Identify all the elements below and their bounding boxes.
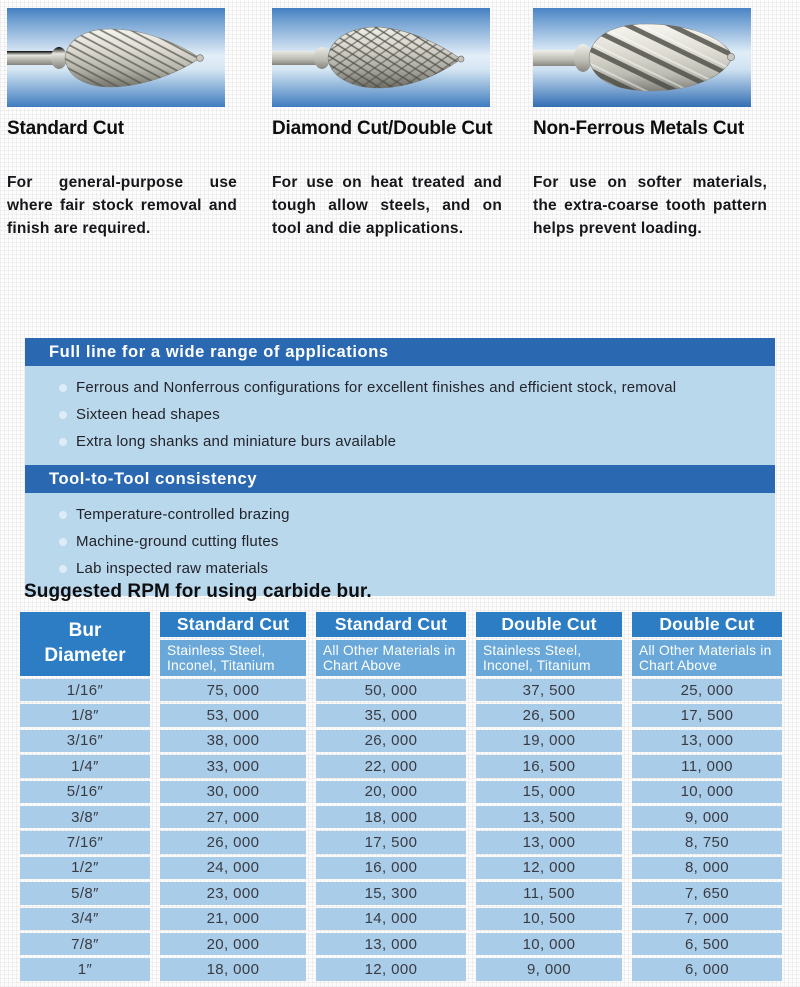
rpm-table-title: Suggested RPM for using carbide bur.: [24, 581, 372, 602]
rpm-value-cell: 13, 000: [316, 932, 466, 956]
column-sub-header: All Other Materials in Chart Above: [316, 640, 466, 676]
product-description: For use on heat treated and tough allow …: [272, 174, 502, 237]
feature-bullet: Sixteen head shapes: [59, 401, 765, 428]
rpm-value-cell: 17, 500: [316, 831, 466, 854]
rpm-value-cell: 18, 000: [316, 805, 466, 829]
feature-section-title: Full line for a wide range of applicatio…: [49, 342, 389, 361]
rpm-value-cell: 13, 500: [476, 805, 622, 829]
product-column-standard-cut: Standard Cut For general-purpose use whe…: [7, 8, 237, 240]
rpm-value-cell: 18, 000: [160, 958, 306, 981]
product-column-diamond-cut: Diamond Cut/Double Cut For use on heat t…: [272, 8, 502, 240]
rpm-value-cell: 10, 500: [476, 907, 622, 930]
product-title: Non-Ferrous Metals Cut: [533, 118, 744, 139]
column-group-header: Double Cut: [632, 612, 782, 637]
rpm-value-cell: 38, 000: [160, 729, 306, 753]
rpm-value-cell: 13, 000: [632, 729, 782, 753]
rpm-value-cell: 9, 000: [476, 958, 622, 981]
rpm-value-cell: 20, 000: [316, 780, 466, 803]
product-description: For use on softer materials, the extra-c…: [533, 174, 767, 237]
bur-diameter-cell: 1/4″: [20, 755, 150, 778]
feature-bullet: Machine-ground cutting flutes: [59, 528, 765, 555]
bur-diameter-cell: 5/8″: [20, 882, 150, 905]
rpm-value-cell: 26, 000: [316, 729, 466, 753]
rpm-value-cell: 33, 000: [160, 755, 306, 778]
rpm-value-cell: 16, 500: [476, 755, 622, 778]
rpm-value-cell: 7, 000: [632, 907, 782, 930]
feature-section-title: Tool-to-Tool consistency: [49, 469, 258, 488]
feature-section-header: Full line for a wide range of applicatio…: [25, 338, 775, 366]
rpm-value-cell: 23, 000: [160, 882, 306, 905]
product-description: For general-purpose use where fair stock…: [7, 174, 237, 237]
rpm-value-cell: 11, 000: [632, 755, 782, 778]
column-group-header: Standard Cut: [316, 612, 466, 637]
rpm-value-cell: 7, 650: [632, 882, 782, 905]
rpm-value-cell: 26, 500: [476, 704, 622, 727]
bur-diameter-cell: 1/16″: [20, 679, 150, 702]
feature-bullet: Lab inspected raw materials: [59, 555, 765, 582]
product-title: Diamond Cut/Double Cut: [272, 118, 493, 139]
bur-diameter-cell: 1/2″: [20, 856, 150, 880]
rpm-value-cell: 9, 000: [632, 805, 782, 829]
rpm-value-cell: 16, 000: [316, 856, 466, 880]
rpm-value-cell: 21, 000: [160, 907, 306, 930]
rpm-value-cell: 6, 000: [632, 958, 782, 981]
rpm-value-cell: 12, 000: [476, 856, 622, 880]
rpm-value-cell: 15, 300: [316, 882, 466, 905]
bur-diameter-header: Bur Diameter: [20, 612, 150, 676]
rpm-value-cell: 75, 000: [160, 679, 306, 702]
rpm-value-cell: 10, 000: [476, 932, 622, 956]
rpm-value-cell: 17, 500: [632, 704, 782, 727]
rpm-value-cell: 53, 000: [160, 704, 306, 727]
feature-box: Full line for a wide range of applicatio…: [25, 338, 775, 596]
rpm-value-cell: 26, 000: [160, 831, 306, 854]
diamond-cut-bur-photo: [272, 8, 490, 107]
rpm-table-grid: Bur Diameter Standard Cut Standard Cut D…: [20, 612, 782, 981]
rpm-value-cell: 13, 000: [476, 831, 622, 854]
rpm-value-cell: 24, 000: [160, 856, 306, 880]
rpm-value-cell: 15, 000: [476, 780, 622, 803]
bur-diameter-cell: 7/8″: [20, 932, 150, 956]
rpm-value-cell: 30, 000: [160, 780, 306, 803]
bur-diameter-cell: 1″: [20, 958, 150, 981]
bur-diameter-cell: 3/4″: [20, 907, 150, 930]
rpm-value-cell: 25, 000: [632, 679, 782, 702]
rpm-value-cell: 27, 000: [160, 805, 306, 829]
feature-bullet-list: Temperature-controlled brazing Machine-g…: [25, 493, 775, 596]
rpm-value-cell: 8, 750: [632, 831, 782, 854]
column-group-header: Double Cut: [476, 612, 622, 637]
rpm-value-cell: 37, 500: [476, 679, 622, 702]
rpm-value-cell: 35, 000: [316, 704, 466, 727]
standard-cut-bur-photo: [7, 8, 225, 107]
rpm-value-cell: 10, 000: [632, 780, 782, 803]
product-title: Standard Cut: [7, 118, 124, 139]
feature-bullet-list: Ferrous and Nonferrous configurations fo…: [25, 366, 775, 465]
rpm-value-cell: 14, 000: [316, 907, 466, 930]
bur-diameter-cell: 7/16″: [20, 831, 150, 854]
rpm-value-cell: 22, 000: [316, 755, 466, 778]
non-ferrous-bur-photo: [533, 8, 751, 107]
rpm-value-cell: 11, 500: [476, 882, 622, 905]
column-sub-header: Stainless Steel, Inconel, Titanium: [160, 640, 306, 676]
feature-section-header: Tool-to-Tool consistency: [25, 465, 775, 493]
rpm-value-cell: 20, 000: [160, 932, 306, 956]
bur-diameter-cell: 3/8″: [20, 805, 150, 829]
rpm-value-cell: 6, 500: [632, 932, 782, 956]
bur-diameter-cell: 5/16″: [20, 780, 150, 803]
feature-bullet: Ferrous and Nonferrous configurations fo…: [59, 374, 765, 401]
product-column-non-ferrous: Non-Ferrous Metals Cut For use on softer…: [533, 8, 767, 240]
bur-diameter-cell: 3/16″: [20, 729, 150, 753]
rpm-value-cell: 19, 000: [476, 729, 622, 753]
rpm-value-cell: 50, 000: [316, 679, 466, 702]
column-sub-header: All Other Materials in Chart Above: [632, 640, 782, 676]
column-sub-header: Stainless Steel, Inconel, Titanium: [476, 640, 622, 676]
rpm-value-cell: 12, 000: [316, 958, 466, 981]
bur-diameter-cell: 1/8″: [20, 704, 150, 727]
rpm-value-cell: 8, 000: [632, 856, 782, 880]
column-group-header: Standard Cut: [160, 612, 306, 637]
feature-bullet: Extra long shanks and miniature burs ava…: [59, 428, 765, 455]
feature-bullet: Temperature-controlled brazing: [59, 501, 765, 528]
